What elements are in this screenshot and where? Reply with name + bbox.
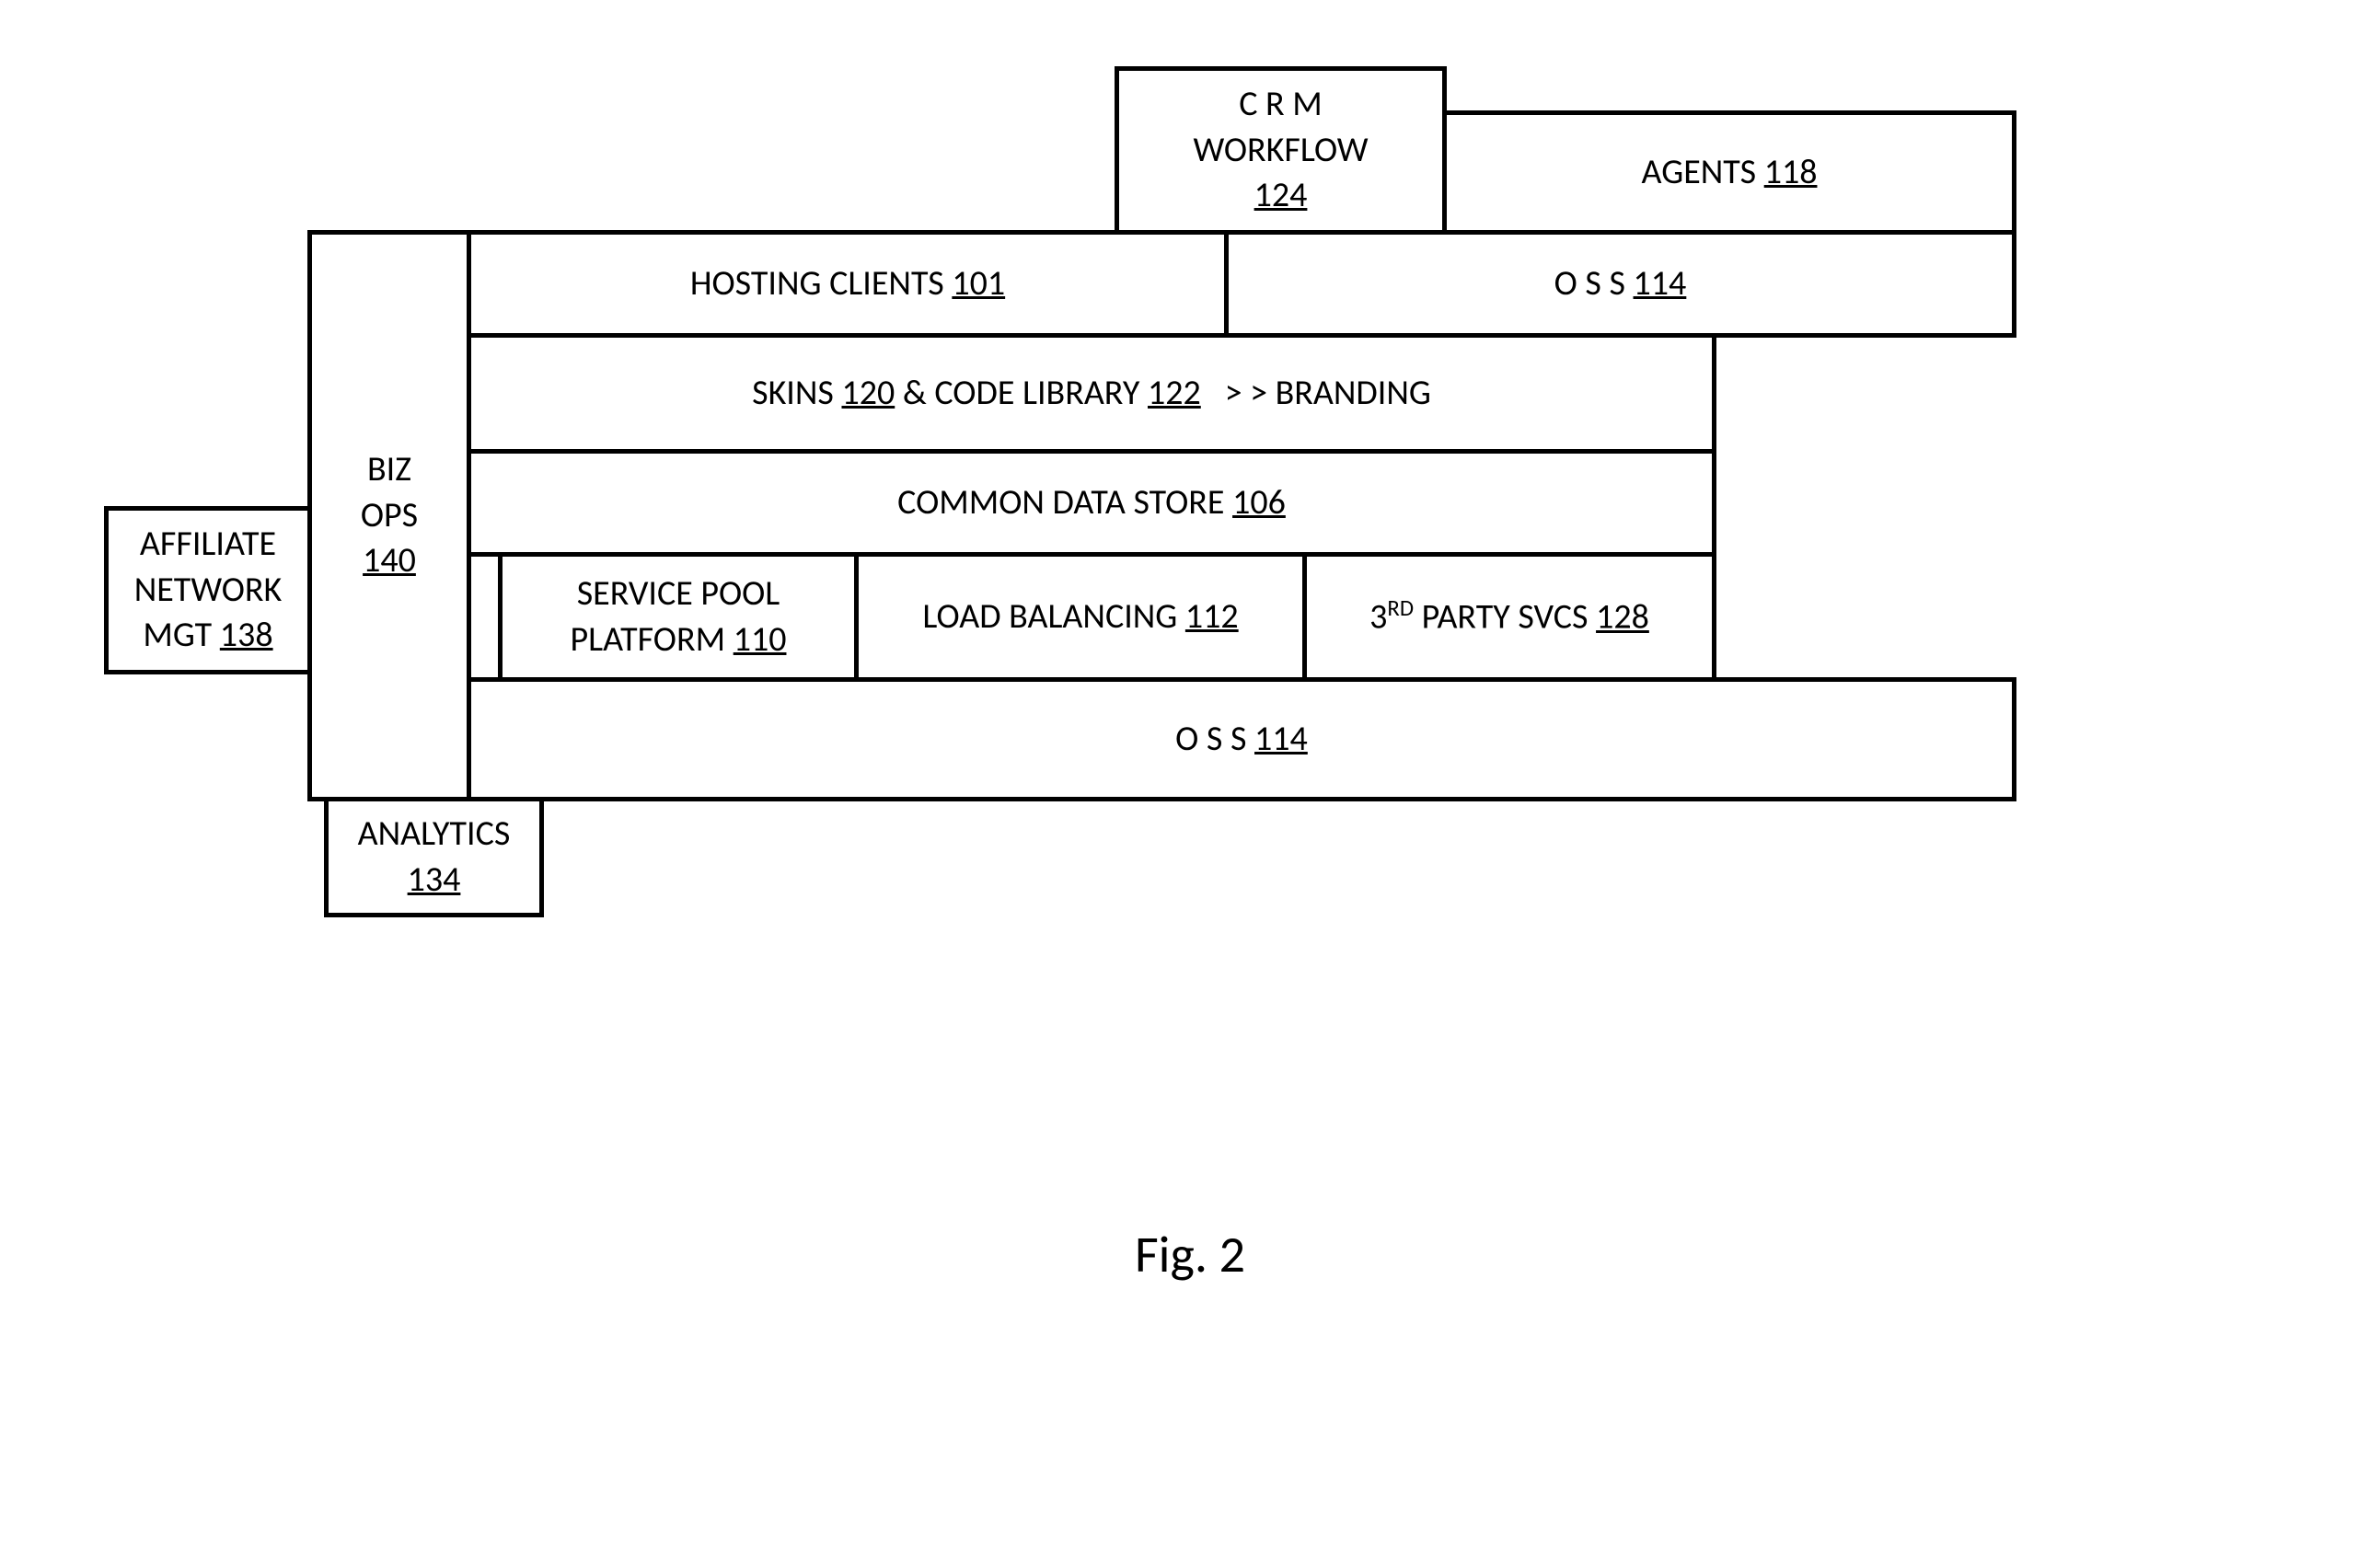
load-balancing-text: LOAD BALANCING <box>922 595 1177 638</box>
analytics-line1: ANALYTICS <box>358 812 511 855</box>
biz-ops-ref: 140 <box>363 539 416 582</box>
third-party-pre: 3 <box>1369 596 1387 639</box>
service-pool-line1: SERVICE POOL <box>577 572 780 615</box>
crm-workflow-line1: C R M <box>1239 83 1323 125</box>
affiliate-label: AFFILIATE NETWORK MGT 138 <box>125 516 292 663</box>
figure-caption: Fig. 2 <box>0 1224 2380 1286</box>
third-party-ref: 128 <box>1596 596 1649 639</box>
third-party-sup: RD <box>1387 593 1414 622</box>
crm-workflow-label: C R M WORKFLOW 124 <box>1184 76 1377 224</box>
affiliate-box: AFFILIATE NETWORK MGT 138 <box>104 506 312 674</box>
oss-top-label: O S S 114 <box>1545 256 1696 312</box>
skins-row-label: SKINS 120 & CODE LIBRARY 122 > > BRANDIN… <box>743 365 1440 421</box>
affiliate-line3: MGT <box>143 614 212 656</box>
load-balancing-box: LOAD BALANCING 112 <box>854 552 1307 682</box>
skins-ref1: 120 <box>841 372 895 414</box>
service-pool-label: SERVICE POOL PLATFORM 110 <box>561 566 796 668</box>
oss-bottom-ref: 114 <box>1254 718 1308 760</box>
crm-workflow-line2: WORKFLOW <box>1193 129 1368 171</box>
affiliate-ref: 138 <box>220 614 273 656</box>
crm-workflow-box: C R M WORKFLOW 124 <box>1115 66 1447 235</box>
service-pool-ref: 110 <box>734 618 787 661</box>
skins-post: > > BRANDING <box>1225 372 1431 414</box>
skins-pre1: SKINS <box>752 372 834 414</box>
common-data-store-box: COMMON DATA STORE 106 <box>467 449 1716 557</box>
third-party-label: 3RD PARTY SVCS 128 <box>1360 588 1658 646</box>
hosting-clients-ref: 101 <box>952 262 1005 305</box>
service-pool-box: SERVICE POOL PLATFORM 110 <box>498 552 859 682</box>
agents-box: AGENTS 118 <box>1442 110 2016 235</box>
biz-ops-label: BIZ OPS 140 <box>352 442 427 589</box>
skins-mid: & CODE LIBRARY <box>903 372 1140 414</box>
oss-top-text: O S S <box>1554 262 1625 305</box>
agents-ref: 118 <box>1764 151 1818 193</box>
agents-label: AGENTS 118 <box>1633 144 1827 201</box>
affiliate-line2: NETWORK <box>134 569 283 611</box>
hosting-clients-label: HOSTING CLIENTS 101 <box>681 256 1014 312</box>
common-data-store-label: COMMON DATA STORE 106 <box>888 475 1295 531</box>
biz-ops-line1: BIZ <box>367 448 411 490</box>
oss-top-box: O S S 114 <box>1224 230 2016 338</box>
common-data-store-text: COMMON DATA STORE <box>897 481 1224 524</box>
load-balancing-ref: 112 <box>1185 595 1239 638</box>
analytics-label: ANALYTICS 134 <box>349 806 520 908</box>
analytics-box: ANALYTICS 134 <box>324 797 544 917</box>
oss-bottom-text: O S S <box>1175 718 1246 760</box>
oss-bottom-label: O S S 114 <box>1166 711 1317 767</box>
analytics-ref: 134 <box>408 858 461 901</box>
third-party-post: PARTY SVCS <box>1422 596 1589 639</box>
oss-bottom-box: O S S 114 <box>467 677 2016 801</box>
biz-ops-box: BIZ OPS 140 <box>307 230 471 801</box>
skins-ref2: 122 <box>1148 372 1201 414</box>
hosting-clients-text: HOSTING CLIENTS <box>690 262 944 305</box>
skins-row-box: SKINS 120 & CODE LIBRARY 122 > > BRANDIN… <box>467 333 1716 454</box>
affiliate-line1: AFFILIATE <box>140 523 276 565</box>
agents-text: AGENTS <box>1642 151 1757 193</box>
third-party-box: 3RD PARTY SVCS 128 <box>1302 552 1716 682</box>
common-data-store-ref: 106 <box>1232 481 1286 524</box>
hosting-clients-box: HOSTING CLIENTS 101 <box>467 230 1229 338</box>
service-pool-line2: PLATFORM <box>571 618 726 661</box>
crm-workflow-ref: 124 <box>1254 174 1308 216</box>
biz-ops-line2: OPS <box>361 494 418 536</box>
oss-top-ref: 114 <box>1634 262 1687 305</box>
load-balancing-label: LOAD BALANCING 112 <box>913 589 1247 645</box>
